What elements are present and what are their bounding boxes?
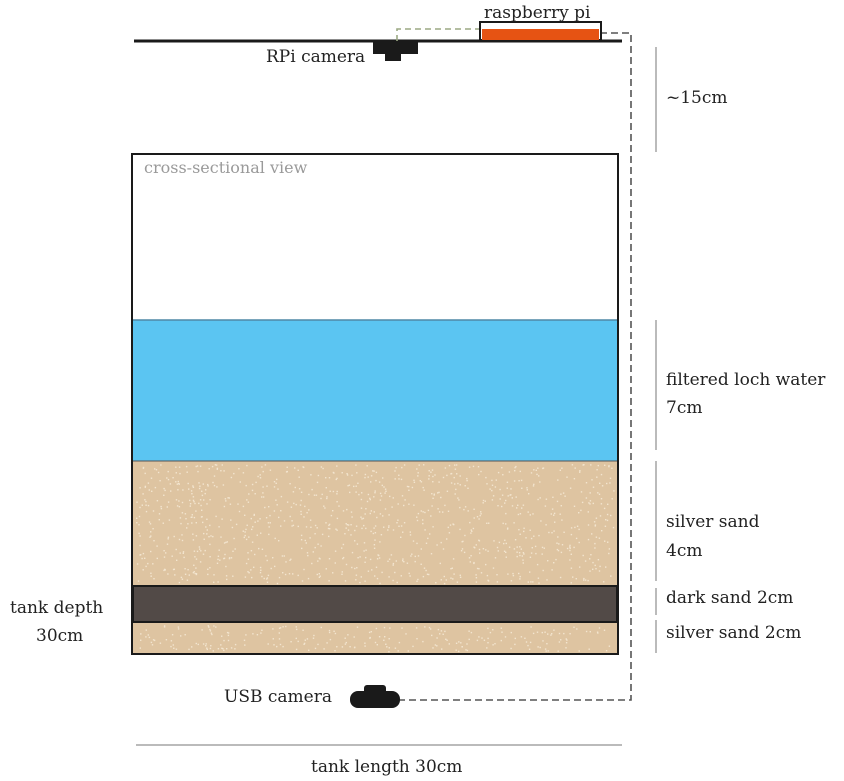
- raspberry-pi-label: raspberry pi: [484, 3, 591, 23]
- sand-speckles: [136, 464, 615, 653]
- silver-sand-layer: [133, 461, 617, 586]
- dark-sand-layer: [132, 585, 618, 623]
- tank-depth-label: tank depth: [10, 598, 104, 618]
- water-layer: [133, 320, 617, 461]
- silver-sand-depth-label: 4cm: [666, 541, 703, 561]
- air-layer: [133, 154, 617, 320]
- silver-sand-bottom-layer: [133, 623, 617, 653]
- usb-camera-label: USB camera: [224, 687, 332, 707]
- view-caption: cross-sectional view: [144, 158, 308, 177]
- water-label: filtered loch water: [666, 370, 826, 390]
- rpi-camera-icon: [373, 41, 418, 61]
- silver-sand-bottom-label: silver sand 2cm: [666, 623, 802, 643]
- usb-camera-icon: [350, 685, 400, 708]
- tank-depth-value: 30cm: [36, 626, 84, 646]
- rpi-camera-cable: [396, 28, 480, 41]
- silver-sand-label: silver sand: [666, 512, 760, 532]
- raspberry-pi-fill: [482, 29, 599, 40]
- dark-sand-label: dark sand 2cm: [666, 588, 794, 608]
- gap-label: ~15cm: [666, 88, 728, 108]
- tank-outline: [131, 153, 619, 655]
- tank-length-label: tank length 30cm: [311, 757, 463, 777]
- rpi-camera-label: RPi camera: [266, 47, 366, 67]
- water-depth-label: 7cm: [666, 398, 703, 418]
- usb-camera-cable: [400, 32, 632, 701]
